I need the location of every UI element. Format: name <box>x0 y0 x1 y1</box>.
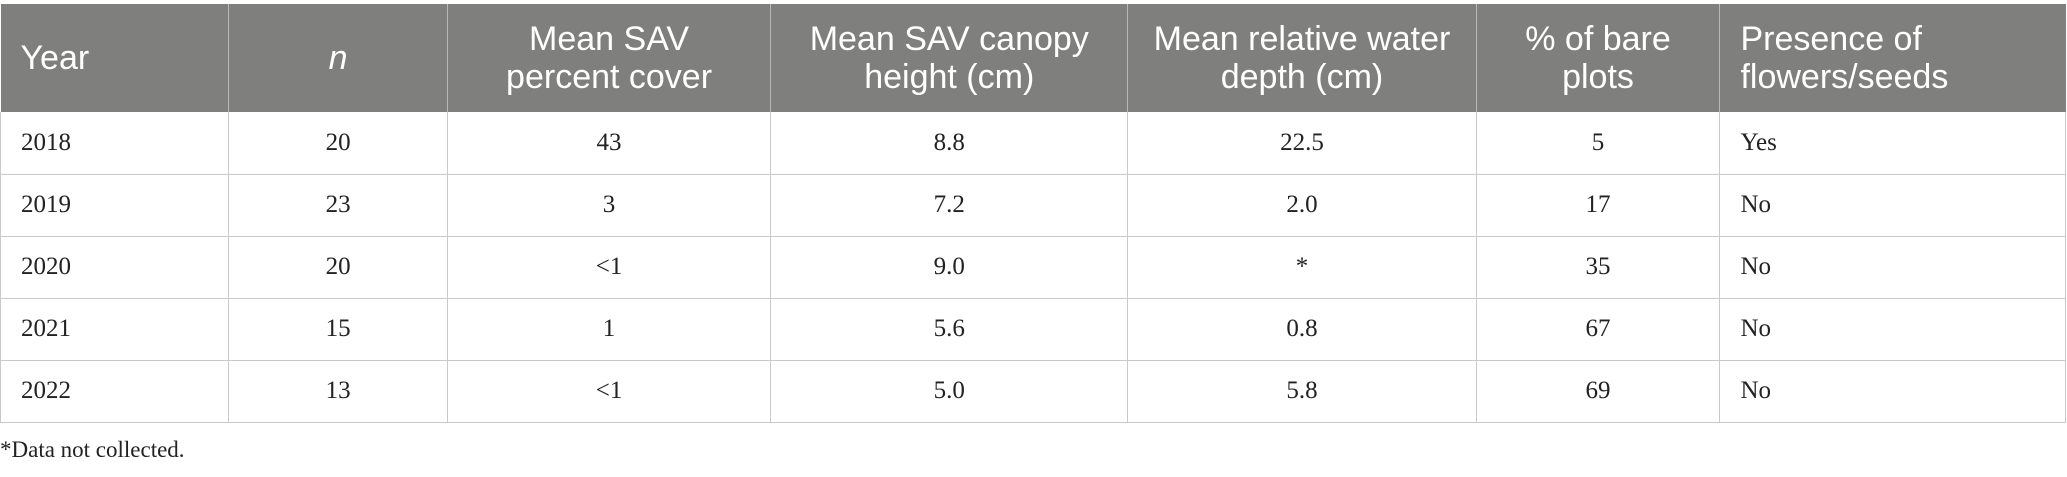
data-table: Year n Mean SAV percent cover Mean SAV c… <box>0 4 2066 423</box>
table-footnote: *Data not collected. <box>0 437 185 462</box>
cell-canopy-height: 9.0 <box>770 236 1128 299</box>
cell-water-depth: 2.0 <box>1127 174 1477 237</box>
cell-n: 20 <box>228 112 448 175</box>
cell-flowers-seeds: No <box>1719 298 2066 361</box>
cell-water-depth: 22.5 <box>1127 112 1477 175</box>
cell-flowers-seeds: Yes <box>1719 112 2066 175</box>
cell-n: 20 <box>228 236 448 299</box>
cell-canopy-height: 8.8 <box>770 112 1128 175</box>
header-row: Year n Mean SAV percent cover Mean SAV c… <box>0 4 2066 112</box>
header-bare-plots: % of bare plots <box>1475 4 1720 112</box>
table-row: 2021 15 1 5.6 0.8 67 No <box>0 298 2066 361</box>
cell-flowers-seeds: No <box>1719 360 2066 423</box>
cell-year: 2019 <box>0 174 229 237</box>
cell-percent-cover: 1 <box>447 298 771 361</box>
cell-bare-plots: 17 <box>1475 174 1720 237</box>
header-percent-cover: Mean SAV percent cover <box>447 4 771 112</box>
cell-year: 2020 <box>0 236 229 299</box>
cell-bare-plots: 35 <box>1475 236 1720 299</box>
cell-water-depth: 5.8 <box>1127 360 1477 423</box>
table-row: 2020 20 <1 9.0 * 35 No <box>0 236 2066 299</box>
table-row: 2022 13 <1 5.0 5.8 69 No <box>0 360 2066 423</box>
cell-n: 15 <box>228 298 448 361</box>
cell-percent-cover: <1 <box>447 360 771 423</box>
table-row: 2018 20 43 8.8 22.5 5 Yes <box>0 112 2066 175</box>
header-year: Year <box>0 4 229 112</box>
cell-n: 13 <box>228 360 448 423</box>
cell-canopy-height: 7.2 <box>770 174 1128 237</box>
cell-bare-plots: 69 <box>1475 360 1720 423</box>
cell-water-depth: 0.8 <box>1127 298 1477 361</box>
header-water-depth: Mean relative water depth (cm) <box>1127 4 1477 112</box>
cell-percent-cover: 43 <box>447 112 771 175</box>
cell-year: 2021 <box>0 298 229 361</box>
cell-year: 2018 <box>0 112 229 175</box>
table-row: 2019 23 3 7.2 2.0 17 No <box>0 174 2066 237</box>
cell-percent-cover: <1 <box>447 236 771 299</box>
cell-canopy-height: 5.0 <box>770 360 1128 423</box>
cell-canopy-height: 5.6 <box>770 298 1128 361</box>
header-flowers-seeds: Presence of flowers/seeds <box>1719 4 2066 112</box>
cell-water-depth: * <box>1127 236 1477 299</box>
cell-n: 23 <box>228 174 448 237</box>
cell-bare-plots: 5 <box>1475 112 1720 175</box>
cell-bare-plots: 67 <box>1475 298 1720 361</box>
cell-year: 2022 <box>0 360 229 423</box>
header-canopy-height: Mean SAV canopy height (cm) <box>770 4 1128 112</box>
cell-percent-cover: 3 <box>447 174 771 237</box>
header-n: n <box>228 4 448 112</box>
cell-flowers-seeds: No <box>1719 174 2066 237</box>
cell-flowers-seeds: No <box>1719 236 2066 299</box>
